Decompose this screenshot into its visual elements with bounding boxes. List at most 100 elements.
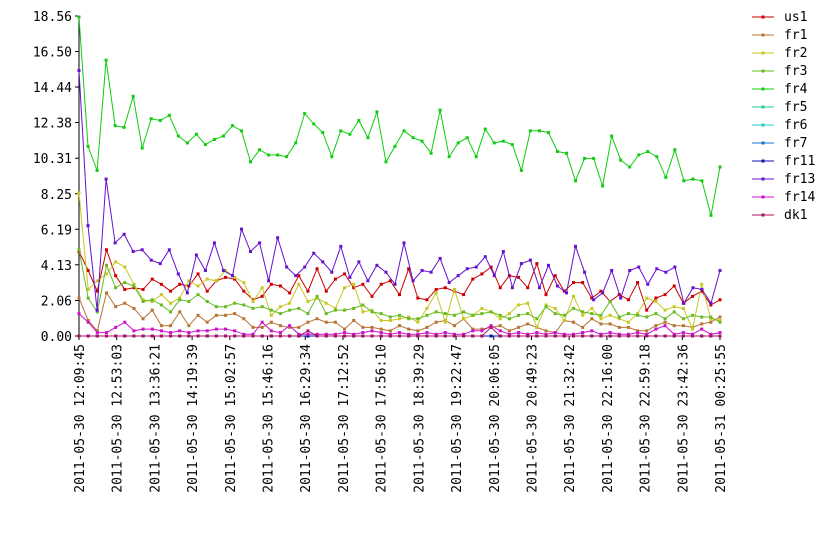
data-point bbox=[700, 315, 704, 319]
data-point bbox=[178, 298, 182, 302]
data-point bbox=[203, 268, 207, 272]
y-tick-label: 10.31 bbox=[33, 152, 72, 167]
data-point bbox=[646, 282, 650, 286]
legend-marker bbox=[761, 159, 765, 163]
data-point bbox=[303, 112, 307, 116]
data-point bbox=[636, 329, 640, 333]
data-point bbox=[663, 320, 667, 324]
data-point bbox=[324, 301, 328, 305]
data-point bbox=[526, 286, 530, 290]
data-point bbox=[462, 317, 466, 321]
data-point bbox=[251, 300, 255, 304]
data-point bbox=[77, 191, 81, 195]
data-point bbox=[672, 284, 676, 288]
y-tick-label: 16.50 bbox=[33, 46, 72, 61]
data-point bbox=[452, 313, 456, 317]
data-point bbox=[416, 317, 420, 321]
data-point bbox=[483, 127, 487, 131]
data-point bbox=[709, 303, 713, 307]
data-point bbox=[654, 324, 658, 328]
data-point bbox=[104, 58, 108, 62]
data-point bbox=[608, 334, 612, 338]
data-point bbox=[544, 305, 548, 309]
data-point bbox=[691, 177, 695, 181]
data-point bbox=[333, 320, 337, 324]
data-point bbox=[718, 320, 722, 324]
data-point bbox=[269, 320, 273, 324]
data-point bbox=[196, 293, 200, 297]
data-point bbox=[169, 289, 173, 293]
data-point bbox=[169, 331, 173, 335]
data-point bbox=[636, 331, 640, 335]
data-point bbox=[526, 332, 530, 336]
legend-marker bbox=[761, 195, 765, 199]
data-point bbox=[443, 286, 447, 290]
data-point bbox=[114, 325, 118, 329]
data-point bbox=[324, 332, 328, 336]
data-point bbox=[571, 281, 575, 285]
data-point bbox=[150, 298, 154, 302]
data-point bbox=[95, 331, 99, 335]
data-point bbox=[185, 291, 189, 295]
data-point bbox=[230, 274, 234, 278]
data-point bbox=[590, 317, 594, 321]
data-point bbox=[626, 298, 630, 302]
data-point bbox=[212, 241, 216, 245]
data-point bbox=[388, 279, 392, 283]
data-point bbox=[77, 296, 81, 300]
data-point bbox=[352, 282, 356, 286]
legend-marker bbox=[761, 213, 765, 217]
data-point bbox=[581, 331, 585, 335]
data-point bbox=[416, 329, 420, 333]
data-point bbox=[123, 334, 127, 338]
data-point bbox=[251, 325, 255, 329]
data-point bbox=[258, 148, 262, 152]
data-point bbox=[196, 272, 200, 276]
x-tick-label: 2011-05-30 17:56:10 bbox=[375, 344, 390, 493]
data-point bbox=[462, 293, 466, 297]
data-point bbox=[617, 325, 621, 329]
data-point bbox=[169, 310, 173, 314]
legend-item-fr11: fr11 bbox=[752, 154, 815, 169]
data-point bbox=[242, 303, 246, 307]
x-tick-label: 2011-05-30 12:09:45 bbox=[73, 344, 88, 493]
data-point bbox=[269, 308, 273, 312]
data-point bbox=[443, 320, 447, 324]
data-point bbox=[709, 317, 713, 321]
data-point bbox=[294, 274, 298, 278]
data-point bbox=[655, 267, 659, 271]
data-point bbox=[187, 331, 191, 335]
data-point bbox=[251, 298, 255, 302]
data-point bbox=[278, 305, 282, 309]
data-point bbox=[610, 134, 614, 138]
legend-item-us1: us1 bbox=[752, 10, 807, 25]
data-point bbox=[260, 286, 264, 290]
data-point bbox=[447, 281, 451, 285]
legend-item-fr1: fr1 bbox=[752, 28, 807, 43]
legend-item-fr2: fr2 bbox=[752, 46, 807, 61]
data-point bbox=[187, 279, 191, 283]
data-point bbox=[526, 312, 530, 316]
data-point bbox=[306, 334, 310, 338]
data-point bbox=[95, 329, 99, 333]
data-point bbox=[452, 334, 456, 338]
data-point bbox=[214, 327, 218, 331]
legend-label: fr3 bbox=[784, 64, 807, 79]
data-point bbox=[86, 320, 90, 324]
data-point bbox=[709, 213, 713, 217]
data-point bbox=[306, 300, 310, 304]
data-point bbox=[104, 334, 108, 338]
data-point bbox=[149, 117, 153, 121]
data-point bbox=[407, 327, 411, 331]
data-point bbox=[599, 289, 603, 293]
data-point bbox=[398, 317, 401, 321]
data-point bbox=[599, 313, 603, 317]
data-point bbox=[498, 334, 502, 338]
data-point bbox=[297, 282, 301, 286]
data-point bbox=[77, 312, 81, 316]
data-point bbox=[535, 262, 539, 266]
data-point bbox=[260, 305, 264, 309]
data-point bbox=[416, 334, 420, 338]
data-point bbox=[544, 334, 548, 338]
